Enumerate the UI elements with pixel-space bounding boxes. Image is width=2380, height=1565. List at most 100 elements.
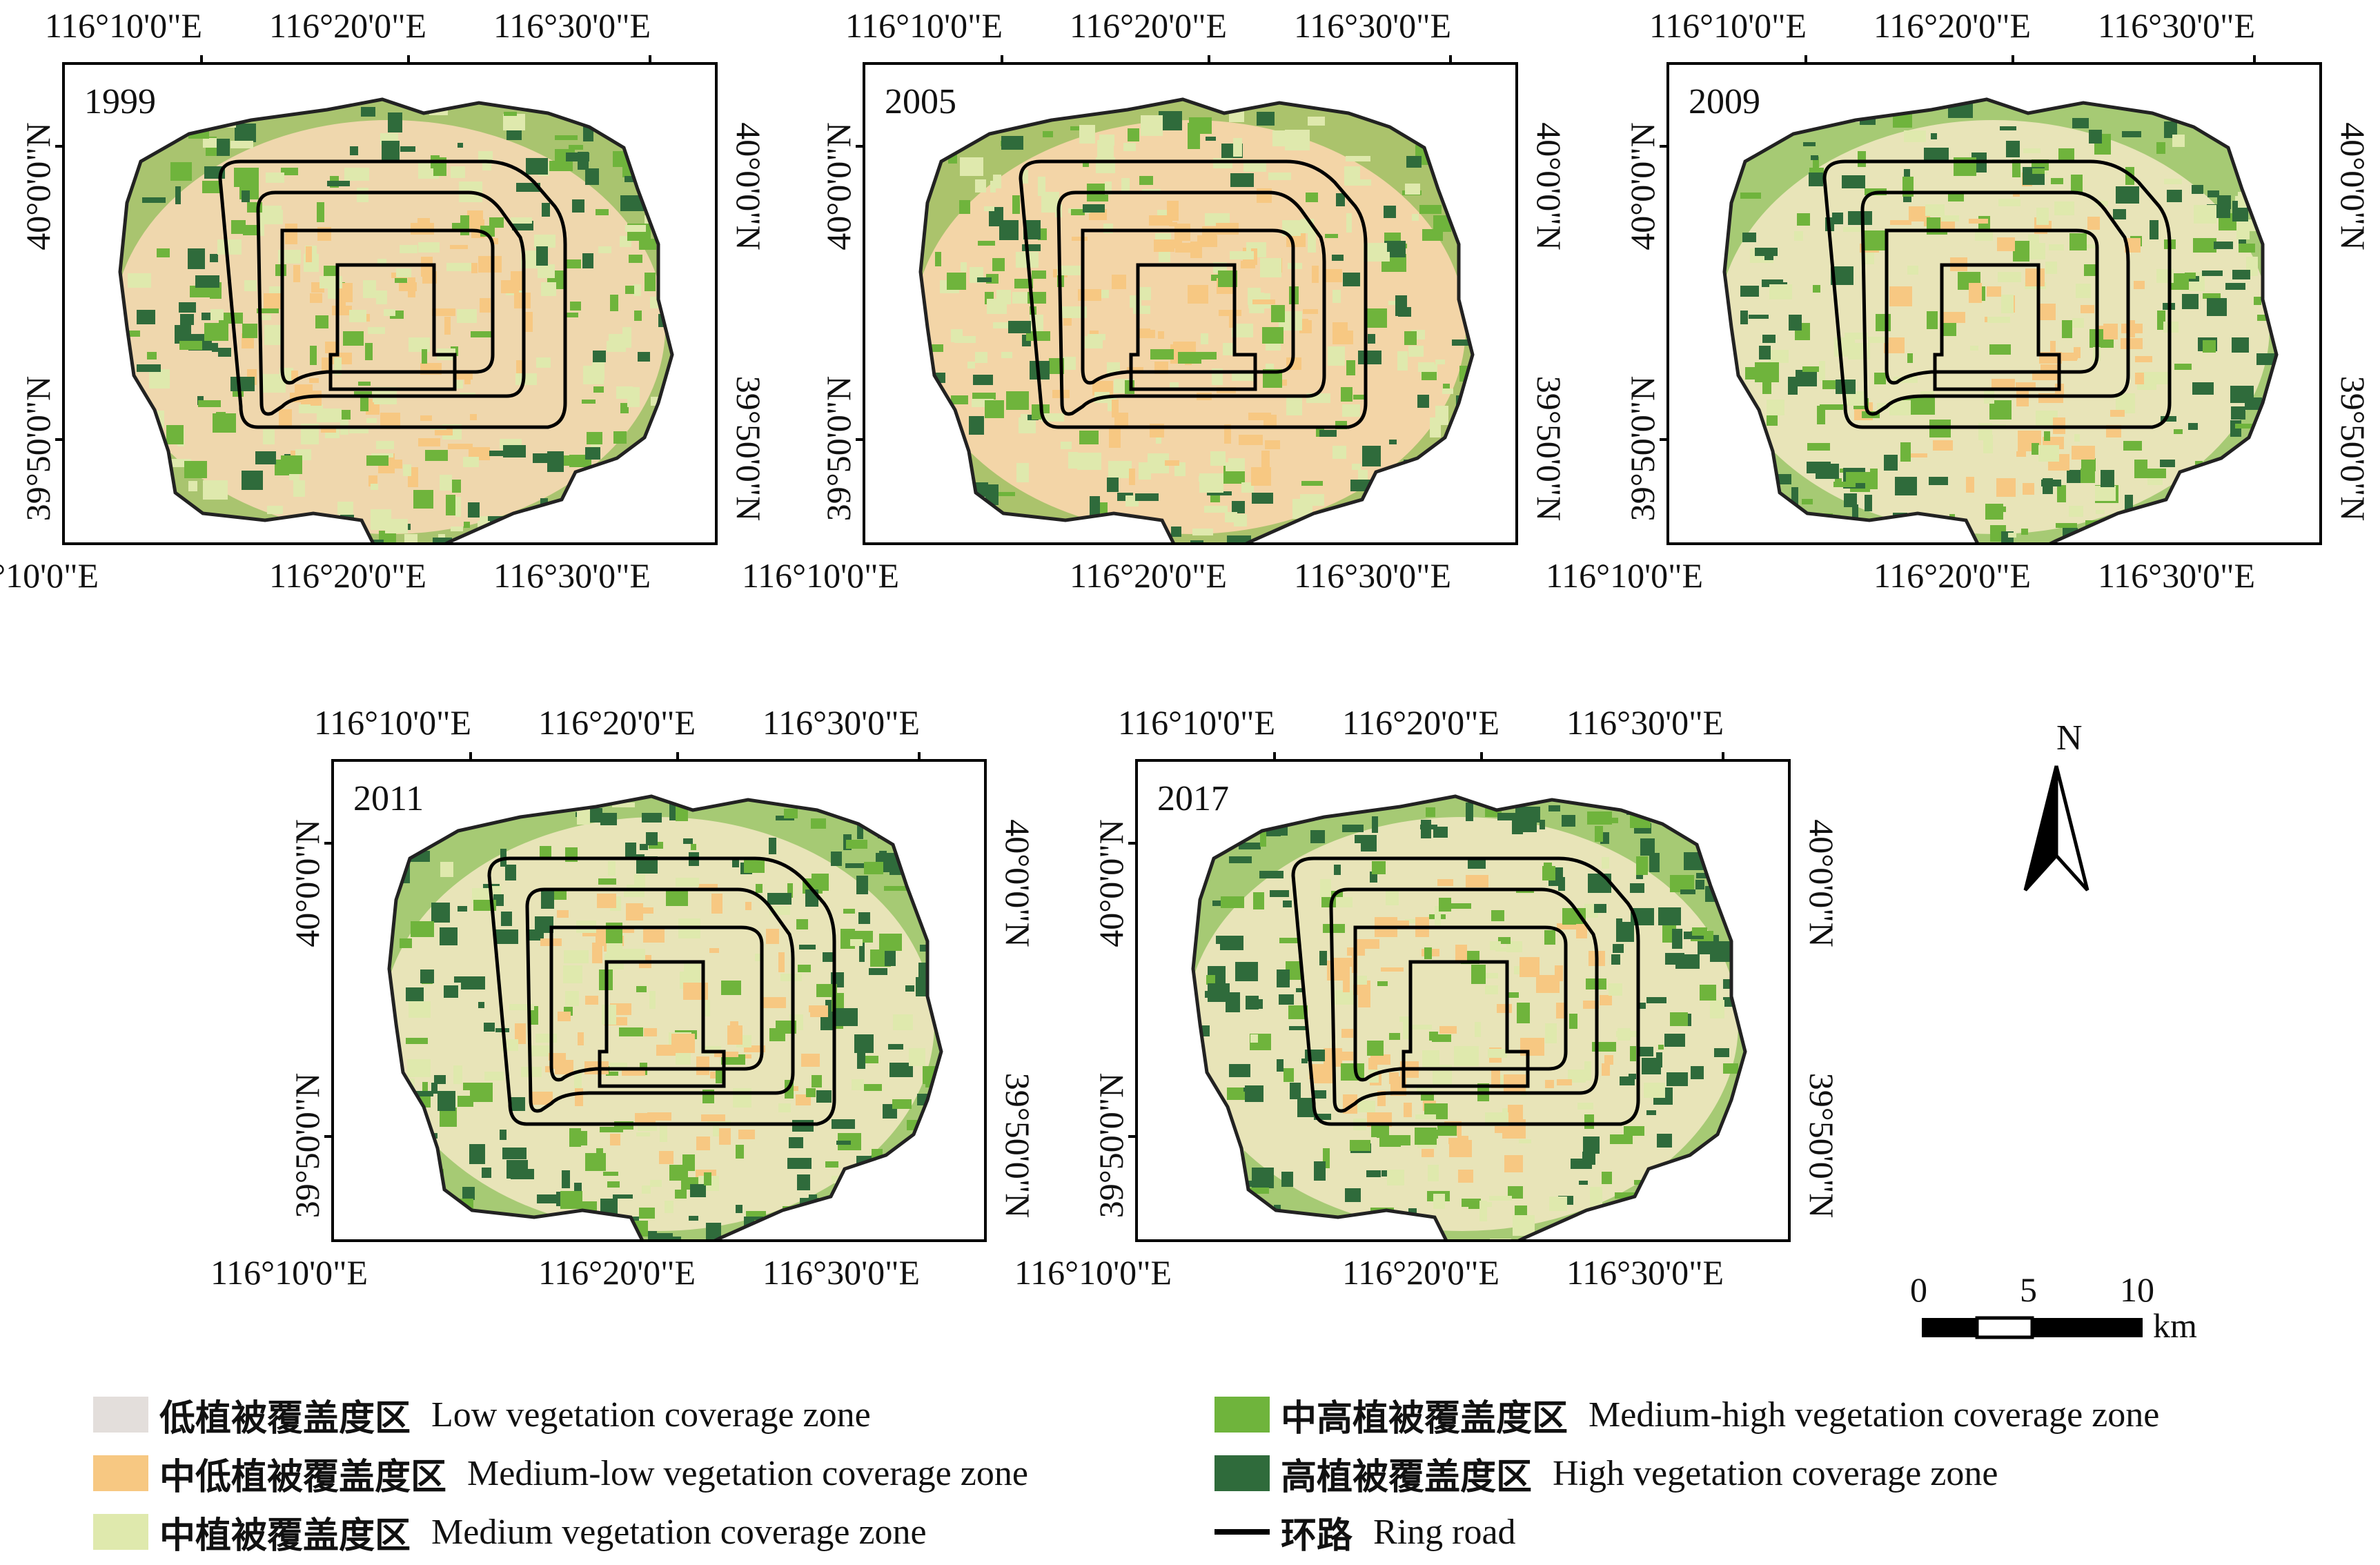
panel-year: 2009 xyxy=(1689,82,1760,121)
lat-label-right: 40°0'0"N xyxy=(1802,819,1841,947)
lat-label-right: 40°0'0"N xyxy=(1530,122,1568,250)
ring-road-2 xyxy=(328,263,457,391)
scale-tick-10: 10 xyxy=(2120,1270,2154,1309)
lat-label-right: 40°0'0"N xyxy=(2334,122,2372,250)
lon-tick xyxy=(200,55,203,63)
ring-road-2 xyxy=(598,960,726,1088)
legend-item-medium-low: 中低植被覆盖度区 Medium-low vegetation coverage … xyxy=(93,1453,1028,1498)
north-arrow: N xyxy=(2001,718,2139,925)
panel-year: 2005 xyxy=(885,82,956,121)
vegetation-map xyxy=(918,97,1475,542)
lon-label-bottom: 116°20'0"E xyxy=(1070,556,1228,595)
lon-label-top: 116°30'0"E xyxy=(1294,6,1452,45)
lat-label-left: 39°50'0"N xyxy=(1623,375,1662,522)
lon-tick xyxy=(1722,752,1724,760)
map-frame: 1999 xyxy=(62,62,718,545)
legend-swatch xyxy=(1214,1455,1270,1491)
panel-year: 2011 xyxy=(353,779,424,818)
lon-tick xyxy=(676,752,679,760)
lat-tick xyxy=(1660,145,1668,148)
lon-label-bottom: 116°30'0"E xyxy=(2098,556,2256,595)
ring-road-4 xyxy=(1056,190,1326,416)
map-panel-2005: 116°10'0"E 116°10'0"E 116°20'0"E 116°20'0"E… xyxy=(742,0,1568,621)
ring-road-2 xyxy=(1402,960,1530,1088)
map-panel-2009: 116°10'0"E 116°10'0"E 116°20'0"E 116°20'0"E… xyxy=(1546,0,2372,621)
scale-bar: 0 5 10 km xyxy=(1891,1270,2236,1352)
lon-label-top: 116°20'0"E xyxy=(1873,6,2032,45)
ring-road-3 xyxy=(1353,925,1568,1082)
lon-label-bottom: 116°30'0"E xyxy=(1294,556,1452,595)
lat-label-right: 40°0'0"N xyxy=(999,819,1037,947)
lon-tick xyxy=(1001,55,1003,63)
lon-tick xyxy=(1273,752,1276,760)
lon-label-bottom: 116°20'0"E xyxy=(1342,1253,1500,1292)
lon-tick xyxy=(2253,55,2256,63)
lat-label-left: 39°50'0"N xyxy=(1092,1072,1130,1219)
lon-label-bottom: 116°10'0"E xyxy=(742,556,900,595)
lat-label-left: 39°50'0"N xyxy=(819,375,858,522)
lon-label-bottom: 116°20'0"E xyxy=(269,556,427,595)
lat-label-right: 39°50'0"N xyxy=(1530,375,1568,522)
lon-tick xyxy=(1449,55,1452,63)
scale-tick-5: 5 xyxy=(2020,1270,2037,1309)
lat-label-left: 39°50'0"N xyxy=(19,375,57,522)
lon-label-top: 116°10'0"E xyxy=(314,703,472,742)
lat-label-left: 40°0'0"N xyxy=(1623,122,1662,250)
lat-tick xyxy=(324,1135,333,1138)
ring-road-5 xyxy=(218,159,567,429)
north-arrow-label: N xyxy=(2056,718,2083,758)
legend-swatch xyxy=(93,1514,148,1550)
legend-item-low: 低植被覆盖度区 Low vegetation coverage zone xyxy=(93,1394,871,1439)
lon-label-bottom: 116°20'0"E xyxy=(1873,556,2032,595)
lat-label-left: 40°0'0"N xyxy=(819,122,858,250)
ring-road-5 xyxy=(1291,856,1640,1126)
lat-tick xyxy=(55,145,63,148)
vegetation-map xyxy=(1191,794,1747,1239)
lon-tick xyxy=(1804,55,1807,63)
lat-label-left: 39°50'0"N xyxy=(288,1072,326,1219)
ring-road-3 xyxy=(1885,228,2099,385)
lon-label-top: 116°10'0"E xyxy=(1118,703,1276,742)
map-frame: 2005 xyxy=(863,62,1518,545)
lon-tick xyxy=(1208,55,1210,63)
lat-label-right: 39°50'0"N xyxy=(1802,1072,1841,1219)
lon-label-bottom: 116°10'0"E xyxy=(210,1253,368,1292)
lon-tick xyxy=(1480,752,1483,760)
lon-label-bottom: 116°30'0"E xyxy=(493,556,651,595)
legend-swatch xyxy=(1214,1397,1270,1433)
panel-year: 2017 xyxy=(1157,779,1229,818)
legend-swatch xyxy=(93,1455,148,1491)
north-arrow-icon xyxy=(2023,765,2089,892)
vegetation-map xyxy=(1722,97,2279,542)
lon-label-top: 116°30'0"E xyxy=(1566,703,1724,742)
ring-road-5 xyxy=(1019,159,1368,429)
ring-road-3 xyxy=(549,925,764,1082)
vegetation-map xyxy=(387,794,943,1239)
lon-label-top: 116°30'0"E xyxy=(763,703,921,742)
lon-label-top: 116°10'0"E xyxy=(845,6,1003,45)
lon-label-bottom: 116°10'0"E xyxy=(0,556,99,595)
lat-label-left: 40°0'0"N xyxy=(288,819,326,947)
ring-road-4 xyxy=(256,190,526,416)
map-frame: 2011 xyxy=(331,759,987,1242)
map-frame: 2009 xyxy=(1666,62,2322,545)
lon-tick xyxy=(407,55,410,63)
lon-tick xyxy=(469,752,472,760)
lon-label-top: 116°10'0"E xyxy=(45,6,203,45)
lon-label-bottom: 116°30'0"E xyxy=(1566,1253,1724,1292)
ring-road-5 xyxy=(487,856,836,1126)
lon-label-top: 116°30'0"E xyxy=(493,6,651,45)
ring-road-3 xyxy=(280,228,495,385)
vegetation-map xyxy=(118,97,674,542)
ring-road-5 xyxy=(1822,159,2172,429)
lat-tick xyxy=(856,438,864,441)
legend-item-medium: 中植被覆盖度区 Medium vegetation coverage zone xyxy=(93,1511,927,1557)
ring-road-4 xyxy=(1329,887,1599,1113)
ring-road-4 xyxy=(525,887,795,1113)
lat-label-right: 39°50'0"N xyxy=(999,1072,1037,1219)
legend-item-ring-road: 环路 Ring road xyxy=(1214,1511,1516,1557)
map-panel-1999: 116°10'0"E 116°10'0"E 116°20'0"E 116°20'0"E… xyxy=(0,0,768,621)
scale-bar-graphic xyxy=(1922,1316,2143,1339)
ring-road-3 xyxy=(1081,228,1295,385)
lon-label-top: 116°20'0"E xyxy=(1342,703,1500,742)
